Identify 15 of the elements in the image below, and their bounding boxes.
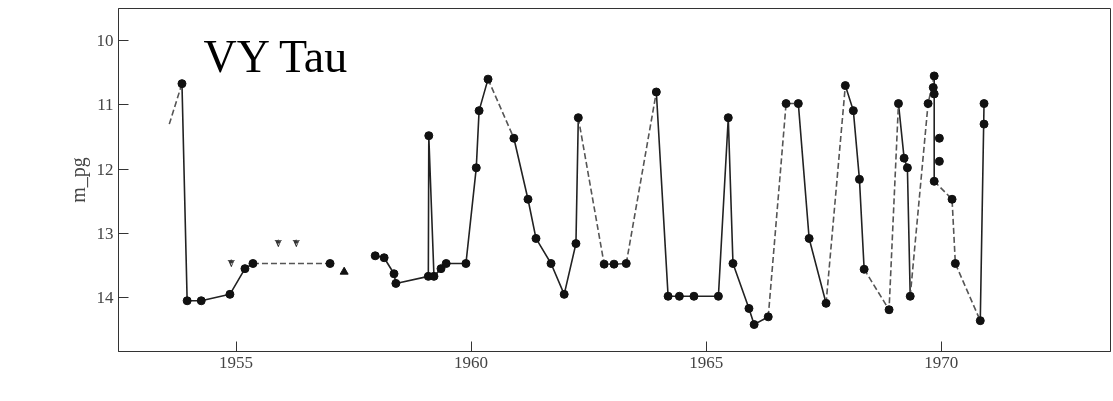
data-label: v bbox=[227, 253, 236, 270]
data-label: v bbox=[292, 233, 301, 250]
x-tick-label: 1960 bbox=[454, 352, 489, 372]
y-tick-label: 12 bbox=[96, 159, 114, 179]
text: VY Tau bbox=[203, 30, 348, 82]
y-axis-title: m_pg bbox=[66, 157, 90, 203]
data-label: v bbox=[274, 233, 283, 250]
x-tick-label: 1970 bbox=[924, 352, 959, 372]
y-tick-label: 13 bbox=[96, 223, 114, 243]
y-tick-label: 10 bbox=[96, 31, 114, 51]
x-tick-label: 1955 bbox=[219, 352, 254, 372]
y-tick-label: 14 bbox=[96, 288, 114, 308]
point bbox=[339, 266, 349, 275]
x-tick-label: 1965 bbox=[689, 352, 724, 372]
y-tick-label: 11 bbox=[97, 95, 114, 115]
